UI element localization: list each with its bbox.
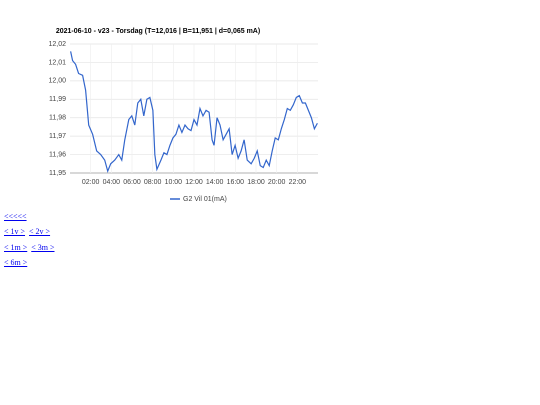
y-tick-label: 11,97 (49, 133, 66, 140)
x-tick-label: 22:00 (289, 179, 307, 186)
y-tick-label: 11,95 (49, 170, 66, 177)
y-tick-label: 12,01 (48, 59, 66, 66)
y-tick-label: 11,96 (49, 151, 66, 158)
nav-link[interactable]: < 2v > (29, 227, 51, 237)
link-row: <<<<< (4, 212, 59, 227)
chart: 2021-06-10 - v23 - Torsdag (T=12,016 | B… (48, 28, 318, 203)
x-tick-label: 04:00 (103, 179, 121, 186)
x-tick-label: 10:00 (165, 179, 183, 186)
y-tick-label: 11,98 (49, 115, 66, 122)
x-tick-label: 12:00 (185, 179, 203, 186)
series-line (70, 51, 318, 174)
x-tick-label: 02:00 (82, 179, 100, 186)
x-tick-label: 14:00 (206, 179, 224, 186)
link-row: < 1v > < 2v > (4, 227, 59, 242)
x-tick-label: 18:00 (247, 179, 265, 186)
x-tick-label: 06:00 (123, 179, 141, 186)
nav-link[interactable]: < 6m > (4, 257, 28, 267)
y-tick-label: 12,02 (48, 41, 66, 48)
legend-label: G2 Vil 01(mA) (183, 196, 227, 203)
link-row: < 6m > (4, 258, 59, 273)
y-tick-label: 12,00 (48, 78, 66, 85)
x-tick-label: 16:00 (227, 179, 245, 186)
y-tick-label: 11,99 (49, 96, 66, 103)
chart-title: 2021-06-10 - v23 - Torsdag (T=12,016 | B… (56, 28, 260, 35)
x-tick-label: 20:00 (268, 179, 286, 186)
nav-link[interactable]: < 3m > (31, 242, 55, 252)
link-row: < 1m > < 3m > (4, 243, 59, 258)
nav-links: <<<<< < 1v > < 2v > < 1m > < 3m > < 6m > (4, 212, 59, 273)
x-tick-label: 08:00 (144, 179, 162, 186)
nav-link[interactable]: < 1m > (4, 242, 28, 252)
nav-link[interactable]: <<<<< (4, 212, 27, 221)
nav-link[interactable]: < 1v > (4, 227, 26, 237)
